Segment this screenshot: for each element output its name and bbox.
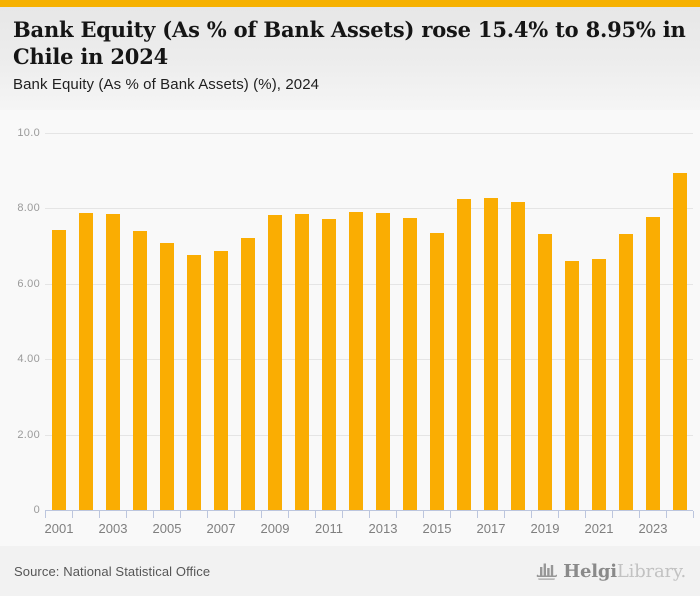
bar-2014 bbox=[403, 218, 417, 510]
helgi-library-logo: HelgiLibrary. bbox=[535, 559, 686, 583]
x-axis-tick-label: 2009 bbox=[260, 521, 290, 536]
bar-2012 bbox=[349, 212, 363, 510]
bar-2018 bbox=[511, 202, 525, 510]
y-axis-tick-label: 4.00 bbox=[17, 353, 40, 365]
gridline bbox=[45, 284, 693, 285]
x-axis-tick bbox=[693, 511, 694, 518]
x-axis-tick bbox=[558, 511, 559, 518]
x-axis-tick bbox=[261, 511, 262, 518]
bar-2002 bbox=[79, 213, 93, 510]
x-axis-tick-label: 2015 bbox=[422, 521, 452, 536]
x-axis-tick bbox=[45, 511, 46, 518]
x-axis-tick-label: 2001 bbox=[44, 521, 74, 536]
x-axis-tick bbox=[99, 511, 100, 518]
bar-2001 bbox=[52, 230, 66, 510]
x-axis-tick-label: 2011 bbox=[315, 521, 343, 536]
y-axis-tick-label: 2.00 bbox=[17, 429, 40, 441]
bar-2010 bbox=[295, 214, 309, 510]
x-axis-tick-label: 2003 bbox=[98, 521, 128, 536]
bar-2009 bbox=[268, 215, 282, 510]
x-axis-tick bbox=[585, 511, 586, 518]
x-axis-tick bbox=[450, 511, 451, 518]
bar-2006 bbox=[187, 255, 201, 510]
logo-text-helgi: Helgi bbox=[563, 560, 617, 582]
gridline bbox=[45, 133, 693, 134]
x-axis-tick bbox=[396, 511, 397, 518]
gridline bbox=[45, 359, 693, 360]
x-axis-tick bbox=[369, 511, 370, 518]
x-axis-tick bbox=[531, 511, 532, 518]
chart-header: Bank Equity (As % of Bank Assets) rose 1… bbox=[0, 7, 700, 110]
x-axis-tick-label: 2005 bbox=[152, 521, 182, 536]
accent-stripe bbox=[0, 0, 700, 7]
x-axis-tick-label: 2021 bbox=[584, 521, 614, 536]
x-axis-tick-label: 2017 bbox=[476, 521, 506, 536]
x-axis-tick bbox=[288, 511, 289, 518]
bar-2023 bbox=[646, 217, 660, 510]
x-axis-tick bbox=[477, 511, 478, 518]
x-axis-tick-label: 2007 bbox=[206, 521, 236, 536]
x-axis-tick bbox=[180, 511, 181, 518]
bar-2003 bbox=[106, 214, 120, 510]
x-axis-tick bbox=[72, 511, 73, 518]
y-axis-tick-label: 0 bbox=[33, 504, 40, 516]
x-axis-line bbox=[45, 510, 693, 511]
bar-2022 bbox=[619, 234, 633, 510]
bar-2020 bbox=[565, 261, 579, 510]
x-axis-tick bbox=[315, 511, 316, 518]
x-axis-tick bbox=[423, 511, 424, 518]
bar-2004 bbox=[133, 231, 147, 510]
x-axis-tick bbox=[126, 511, 127, 518]
bar-2013 bbox=[376, 213, 390, 510]
gridline bbox=[45, 435, 693, 436]
bar-2017 bbox=[484, 198, 498, 510]
y-axis-tick-label: 8.00 bbox=[17, 202, 40, 214]
bar-2024 bbox=[673, 173, 687, 510]
x-axis-tick bbox=[234, 511, 235, 518]
x-axis-tick bbox=[342, 511, 343, 518]
logo-text-library: Library. bbox=[616, 560, 686, 582]
x-axis-tick bbox=[504, 511, 505, 518]
logo-wordmark: HelgiLibrary. bbox=[563, 561, 686, 582]
bar-2021 bbox=[592, 259, 606, 510]
y-axis-tick-label: 6.00 bbox=[17, 278, 40, 290]
x-axis-tick bbox=[639, 511, 640, 518]
chart-subtitle: Bank Equity (As % of Bank Assets) (%), 2… bbox=[13, 75, 320, 93]
bar-2005 bbox=[160, 243, 174, 510]
bar-chart: 10.0 8.00 6.00 4.00 2.00 0 2001 2003 2005 2007 200… bbox=[0, 110, 700, 546]
bar-2016 bbox=[457, 199, 471, 510]
x-axis-tick-label: 2013 bbox=[368, 521, 398, 536]
bar-2011 bbox=[322, 219, 336, 510]
x-axis-tick bbox=[153, 511, 154, 518]
x-axis-tick bbox=[666, 511, 667, 518]
bar-2008 bbox=[241, 238, 255, 510]
x-axis-tick bbox=[207, 511, 208, 518]
bar-2015 bbox=[430, 233, 444, 510]
x-axis-tick-label: 2019 bbox=[530, 521, 560, 536]
page-title: Bank Equity (As % of Bank Assets) rose 1… bbox=[13, 17, 686, 70]
x-axis-tick bbox=[612, 511, 613, 518]
gridline bbox=[45, 208, 693, 209]
bar-2019 bbox=[538, 234, 552, 510]
chart-footer: Source: National Statistical Office Helg… bbox=[0, 546, 700, 596]
source-label: Source: National Statistical Office bbox=[14, 563, 211, 579]
bar-2007 bbox=[214, 251, 228, 510]
x-axis-tick-label: 2023 bbox=[638, 521, 668, 536]
helgi-bars-boat-icon bbox=[535, 559, 559, 583]
y-axis-tick-label: 10.0 bbox=[17, 127, 40, 139]
